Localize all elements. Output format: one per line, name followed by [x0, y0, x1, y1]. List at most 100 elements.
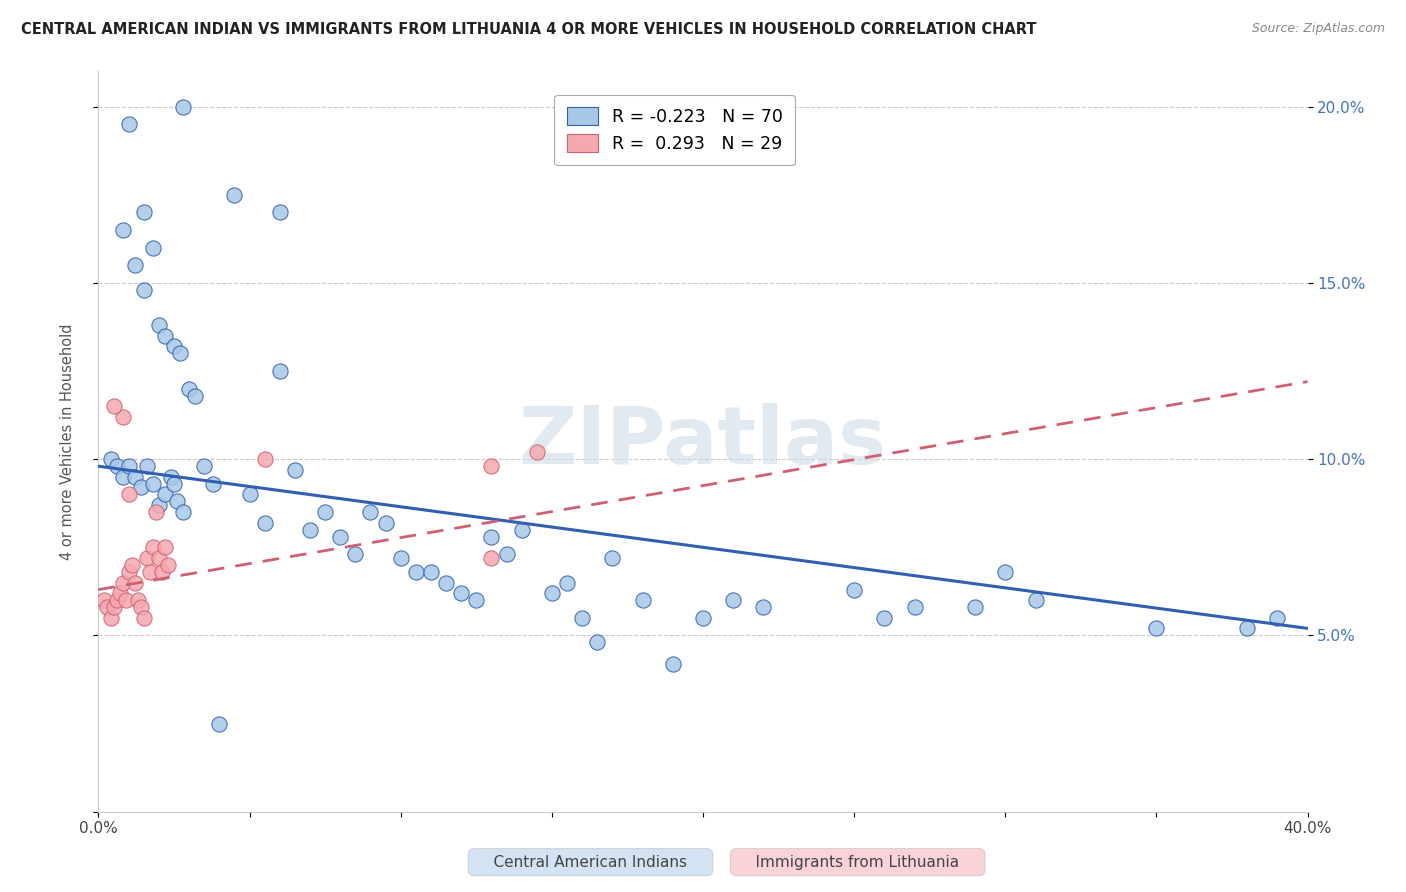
Point: [253, 452, 276, 467]
Point: [420, 565, 443, 579]
Point: [156, 558, 179, 572]
Point: [105, 593, 128, 607]
Point: [540, 586, 562, 600]
Text: Source: ZipAtlas.com: Source: ZipAtlas.com: [1251, 22, 1385, 36]
Point: [481, 550, 503, 565]
Point: [132, 611, 155, 625]
Point: [100, 611, 122, 625]
Point: [314, 505, 336, 519]
Point: [129, 480, 152, 494]
Point: [602, 550, 624, 565]
Point: [389, 550, 412, 565]
Point: [124, 470, 146, 484]
Point: [100, 452, 122, 467]
Point: [118, 565, 141, 579]
Point: [253, 516, 276, 530]
Point: [105, 459, 128, 474]
Point: [631, 593, 654, 607]
Point: [172, 100, 194, 114]
Point: [1267, 611, 1289, 625]
Point: [495, 547, 517, 561]
Point: [752, 600, 775, 615]
Text: ZIPatlas: ZIPatlas: [519, 402, 887, 481]
Text: CENTRAL AMERICAN INDIAN VS IMMIGRANTS FROM LITHUANIA 4 OR MORE VEHICLES IN HOUSE: CENTRAL AMERICAN INDIAN VS IMMIGRANTS FR…: [21, 22, 1036, 37]
Point: [179, 382, 201, 396]
Point: [1236, 621, 1258, 635]
Point: [166, 494, 188, 508]
Point: [193, 459, 215, 474]
Point: [450, 586, 472, 600]
Point: [163, 476, 186, 491]
Point: [129, 600, 152, 615]
Point: [111, 470, 134, 484]
Point: [269, 205, 291, 219]
Point: [142, 541, 165, 555]
Point: [571, 611, 593, 625]
Point: [329, 530, 352, 544]
Point: [405, 565, 427, 579]
Legend: R = -0.223   N = 70, R =  0.293   N = 29: R = -0.223 N = 70, R = 0.293 N = 29: [554, 95, 794, 165]
Point: [374, 516, 396, 530]
Point: [118, 459, 141, 474]
Point: [465, 593, 488, 607]
Point: [153, 328, 176, 343]
Point: [153, 541, 176, 555]
Point: [360, 505, 382, 519]
Point: [284, 463, 307, 477]
Point: [148, 550, 170, 565]
Point: [96, 600, 118, 615]
Point: [526, 445, 548, 459]
Point: [510, 523, 533, 537]
Point: [172, 505, 194, 519]
Point: [124, 258, 146, 272]
Point: [135, 459, 157, 474]
Y-axis label: 4 or more Vehicles in Household: 4 or more Vehicles in Household: [60, 323, 75, 560]
Point: [139, 565, 162, 579]
Point: [142, 476, 165, 491]
Point: [124, 575, 146, 590]
Point: [111, 223, 134, 237]
Point: [1144, 621, 1167, 635]
Point: [1024, 593, 1046, 607]
Point: [111, 409, 134, 424]
Point: [108, 586, 131, 600]
Point: [127, 593, 149, 607]
Point: [142, 241, 165, 255]
Point: [904, 600, 927, 615]
Point: [150, 565, 173, 579]
Point: [163, 339, 186, 353]
Point: [723, 593, 745, 607]
Point: [111, 575, 134, 590]
Point: [160, 470, 183, 484]
Point: [118, 487, 141, 501]
Point: [239, 487, 262, 501]
Point: [202, 476, 225, 491]
Point: [224, 187, 246, 202]
Point: [299, 523, 322, 537]
Point: [135, 550, 157, 565]
Point: [103, 399, 125, 413]
Point: [994, 565, 1017, 579]
Point: [844, 582, 866, 597]
Point: [692, 611, 714, 625]
Point: [121, 558, 143, 572]
Point: [184, 389, 207, 403]
Point: [481, 459, 503, 474]
Point: [145, 505, 167, 519]
Point: [103, 600, 125, 615]
Point: [118, 117, 141, 131]
Text: Central American Indians: Central American Indians: [474, 855, 707, 870]
Point: [965, 600, 987, 615]
Point: [586, 635, 609, 649]
Point: [873, 611, 896, 625]
Point: [661, 657, 683, 671]
Point: [169, 346, 191, 360]
Point: [132, 283, 155, 297]
Point: [269, 364, 291, 378]
Point: [132, 205, 155, 219]
Point: [208, 716, 231, 731]
Point: [153, 487, 176, 501]
Point: [148, 498, 170, 512]
Point: [555, 575, 578, 590]
Point: [434, 575, 457, 590]
